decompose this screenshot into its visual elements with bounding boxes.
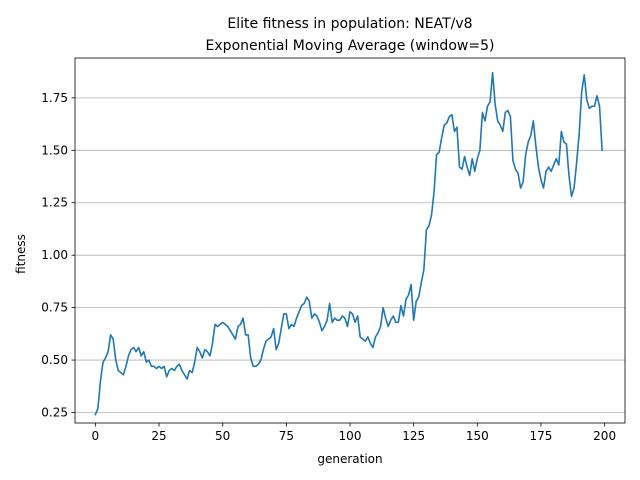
chart-title: Elite fitness in population: NEAT/v8 bbox=[227, 16, 472, 32]
series-line bbox=[94, 71, 603, 416]
x-tick-label: 100 bbox=[339, 429, 362, 443]
y-axis-label: fitness bbox=[14, 234, 28, 274]
y-tick-label: 1.25 bbox=[41, 196, 68, 210]
y-tick-label: 1.00 bbox=[41, 248, 68, 262]
x-tick-label: 125 bbox=[402, 429, 425, 443]
x-tick-label: 25 bbox=[151, 429, 166, 443]
x-axis-ticks: 0 25 50 75 100 125 150 175 200 bbox=[92, 423, 616, 443]
y-tick-label: 1.75 bbox=[41, 91, 68, 105]
x-tick-label: 50 bbox=[215, 429, 230, 443]
x-tick-label: 0 bbox=[92, 429, 100, 443]
x-tick-label: 175 bbox=[530, 429, 553, 443]
plot-area bbox=[94, 71, 603, 416]
y-axis-ticks: 0.25 0.50 0.75 1.00 1.25 1.50 1.75 bbox=[41, 91, 75, 420]
y-tick-label: 0.50 bbox=[41, 353, 68, 367]
grid bbox=[75, 97, 625, 413]
x-axis-label: generation bbox=[317, 452, 382, 466]
x-tick-label: 75 bbox=[279, 429, 294, 443]
chart-subtitle: Exponential Moving Average (window=5) bbox=[206, 38, 495, 54]
y-tick-label: 1.50 bbox=[41, 143, 68, 157]
y-tick-label: 0.75 bbox=[41, 301, 68, 315]
x-tick-label: 200 bbox=[593, 429, 616, 443]
x-tick-label: 150 bbox=[466, 429, 489, 443]
y-tick-label: 0.25 bbox=[41, 406, 68, 420]
